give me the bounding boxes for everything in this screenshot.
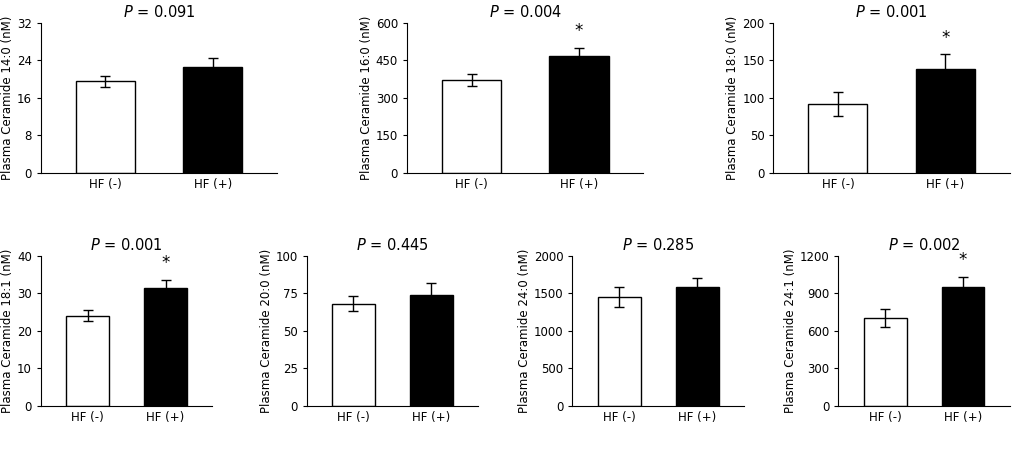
- Text: *: *: [161, 254, 169, 272]
- Y-axis label: Plasma Ceramide 16:0 (nM): Plasma Ceramide 16:0 (nM): [360, 15, 373, 180]
- Title: $\it{P}$ = 0.004: $\it{P}$ = 0.004: [488, 4, 561, 20]
- Bar: [75, 81, 135, 173]
- Bar: [331, 304, 374, 406]
- Y-axis label: Plasma Ceramide 14:0 (nM): Plasma Ceramide 14:0 (nM): [1, 15, 14, 180]
- Bar: [808, 104, 866, 173]
- Bar: [549, 56, 608, 173]
- Text: *: *: [575, 22, 583, 40]
- Bar: [183, 67, 242, 173]
- Bar: [410, 295, 452, 406]
- Title: $\it{P}$ = 0.001: $\it{P}$ = 0.001: [854, 4, 927, 20]
- Text: *: *: [958, 251, 966, 269]
- Y-axis label: Plasma Ceramide 24:1 (nM): Plasma Ceramide 24:1 (nM): [783, 249, 796, 413]
- Title: $\it{P}$ = 0.285: $\it{P}$ = 0.285: [622, 237, 694, 253]
- Bar: [597, 297, 640, 406]
- Title: $\it{P}$ = 0.002: $\it{P}$ = 0.002: [887, 237, 960, 253]
- Y-axis label: Plasma Ceramide 18:0 (nM): Plasma Ceramide 18:0 (nM): [726, 16, 739, 180]
- Bar: [441, 80, 500, 173]
- Bar: [915, 69, 974, 173]
- Title: $\it{P}$ = 0.001: $\it{P}$ = 0.001: [90, 237, 163, 253]
- Title: $\it{P}$ = 0.091: $\it{P}$ = 0.091: [122, 4, 196, 20]
- Y-axis label: Plasma Ceramide 18:1 (nM): Plasma Ceramide 18:1 (nM): [1, 249, 14, 413]
- Bar: [66, 316, 109, 406]
- Bar: [941, 287, 983, 406]
- Title: $\it{P}$ = 0.445: $\it{P}$ = 0.445: [356, 237, 428, 253]
- Text: *: *: [941, 28, 949, 46]
- Y-axis label: Plasma Ceramide 24:0 (nM): Plasma Ceramide 24:0 (nM): [518, 249, 531, 413]
- Bar: [144, 288, 186, 406]
- Bar: [863, 318, 906, 406]
- Bar: [676, 287, 718, 406]
- Y-axis label: Plasma Ceramide 20:0 (nM): Plasma Ceramide 20:0 (nM): [259, 249, 272, 413]
